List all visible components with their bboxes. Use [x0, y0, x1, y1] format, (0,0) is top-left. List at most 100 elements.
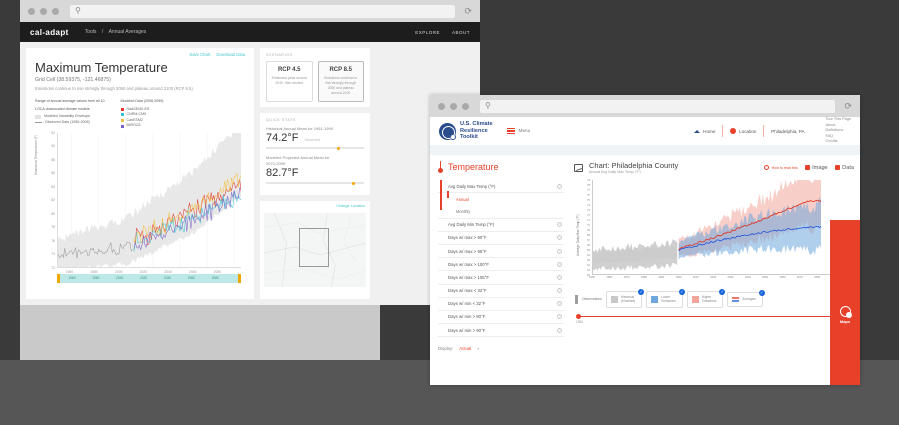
link-tour-this-page[interactable]: Tour This Page	[825, 117, 851, 122]
nav-location-button[interactable]: Location	[723, 128, 763, 134]
address-bar[interactable]: ⚲	[70, 4, 456, 18]
legend-chip[interactable]: Historical (Modeled) ✓	[605, 289, 645, 308]
variable-item[interactable]: Avg Daily Max Temp (°F)?	[438, 180, 564, 194]
variable-item[interactable]: Days w/ max < 32°F?	[438, 285, 564, 298]
window-close-button[interactable]	[28, 7, 35, 15]
variable-item[interactable]: Days w/ min > 80°F?	[438, 311, 564, 325]
link-credits[interactable]: Credits	[825, 139, 838, 144]
legend-swatch-icon	[610, 295, 618, 303]
help-icon[interactable]: ?	[557, 235, 562, 241]
legend-checkbox[interactable]: ✓	[638, 289, 645, 295]
display-value: Actual	[459, 346, 472, 352]
variable-label: Days w/ min > 80°F	[448, 314, 486, 320]
window-minimize-button[interactable]	[40, 7, 47, 15]
change-location-link[interactable]: Change Location	[336, 204, 365, 209]
reload-icon[interactable]: ⟳	[464, 5, 472, 16]
projected-mean-marker	[352, 181, 356, 185]
legend-checkbox[interactable]: ✓	[719, 289, 726, 295]
help-icon[interactable]: ?	[557, 274, 562, 280]
slider-handle-right[interactable]	[238, 273, 241, 283]
legend-envelope[interactable]: Modeled Variability Envelope	[35, 114, 105, 120]
breadcrumb-root[interactable]: Tools	[84, 29, 97, 35]
link-definitions[interactable]: Definitions	[825, 128, 844, 133]
range-knob-start[interactable]	[576, 313, 581, 319]
legend-observed[interactable]: Observed Data (1950-2005)	[35, 120, 105, 126]
menu-button[interactable]: Menu	[506, 126, 530, 135]
window-minimize-button[interactable]	[450, 102, 457, 110]
save-chart-link[interactable]: Save Chart	[189, 52, 211, 57]
variable-item[interactable]: Monthly	[438, 205, 564, 219]
nav-home-button[interactable]: Home	[687, 129, 722, 134]
y-tick: 90	[51, 144, 55, 149]
legend-checkbox[interactable]: ✓	[758, 289, 765, 296]
variable-item[interactable]: Annual	[438, 193, 564, 205]
utility-links: Tour This Page About Definitions FAQ Cre…	[826, 117, 851, 145]
scenario-rcp45-button[interactable]: RCP 4.5 Emissions peak around 2040, then…	[266, 61, 313, 103]
legend-model-cnrm[interactable]: CNRM-CM5	[120, 112, 164, 118]
help-icon[interactable]: ?	[557, 222, 562, 228]
legend-model-hadgem2[interactable]: HadGEM2-ES	[120, 107, 164, 113]
help-icon[interactable]: ?	[557, 248, 562, 254]
background-panel-top-right	[480, 0, 899, 100]
legend-chip[interactable]: Averages ✓	[727, 289, 765, 307]
crt-chart[interactable]: Average Daily Max Temp (°F) 60 61 62 63 64 65…	[574, 178, 854, 288]
toolkit-brand[interactable]: U.S. Climate Resilience Toolkit	[460, 121, 493, 142]
help-icon[interactable]: ?	[557, 288, 562, 294]
crt-window: ⚲ ⟳ U.S. Climate Resilience Toolkit Menu…	[430, 95, 860, 385]
caret-up-icon	[694, 129, 701, 133]
legend-swatch-icon	[732, 296, 740, 303]
help-icon[interactable]: ?	[557, 183, 562, 189]
reload-icon[interactable]: ⟳	[844, 100, 852, 111]
slider-handle-left[interactable]	[57, 273, 60, 283]
link-faq[interactable]: FAQ	[825, 133, 834, 138]
help-icon[interactable]: ?	[557, 261, 562, 267]
link-about[interactable]: About	[825, 122, 836, 127]
variable-item[interactable]: Days w/ max > 95°F?	[438, 245, 564, 259]
maps-tab-button[interactable]: Maps	[830, 220, 860, 385]
historical-mean-label: Historical Annual Mean for 1961-1990	[266, 126, 333, 132]
help-icon[interactable]: ?	[557, 314, 562, 320]
data-export-button[interactable]: Data	[834, 165, 854, 171]
x-tick: 1950	[589, 276, 595, 279]
variable-item[interactable]: Days w/ max > 100°F?	[438, 258, 564, 272]
window-maximize-button[interactable]	[462, 102, 469, 110]
image-export-button[interactable]: Image	[804, 165, 828, 171]
chart-time-slider[interactable]: 1960 1980 2000 2020 2040 2060 2080	[57, 273, 241, 283]
legend-model-miroc5[interactable]: MIROC5	[120, 123, 164, 129]
year-range-slider[interactable]: 1950 2100	[574, 313, 854, 326]
current-location-value[interactable]: Philadelphia, PA	[771, 128, 805, 134]
window-close-button[interactable]	[438, 102, 445, 110]
scenario-rcp85-button[interactable]: RCP 8.5 Emissions continue to rise stron…	[317, 61, 364, 103]
variable-item[interactable]: Days w/ max > 105°F?	[438, 271, 564, 285]
caladapt-logo[interactable]: cal-adapt	[30, 27, 69, 37]
help-icon[interactable]: ?	[557, 327, 562, 333]
location-map[interactable]	[264, 213, 366, 288]
legend-observations[interactable]: Observations	[574, 294, 602, 304]
how-to-read-button[interactable]: How to read this	[764, 165, 798, 170]
caladapt-window: ⚲ ⟳ cal-adapt Tools / Annual Averages EX…	[20, 0, 480, 305]
address-bar[interactable]: ⚲	[480, 99, 836, 113]
nav-link-explore[interactable]: EXPLORE	[415, 29, 440, 35]
y-tick: 76	[51, 238, 55, 243]
display-control[interactable]: Display: Actual ▾	[438, 346, 564, 351]
x-tick: 1990	[658, 276, 665, 279]
nav-link-about[interactable]: ABOUT	[451, 29, 470, 35]
variable-item[interactable]: Days w/ max > 90°F?	[438, 232, 564, 245]
variable-item[interactable]: Days w/ min > 90°F?	[438, 324, 564, 338]
scenario-rcp45-label: RCP 4.5	[277, 67, 301, 73]
help-icon[interactable]: ?	[557, 301, 562, 307]
caladapt-body: Save Chart Download Data Maximum Tempera…	[20, 42, 480, 305]
variable-item[interactable]: Days w/ min < 32°F?	[438, 298, 564, 311]
map-selection-box[interactable]	[298, 228, 330, 267]
legend-model-canesm2[interactable]: CanESM2	[120, 118, 164, 124]
temperature-chart[interactable]: Maximum Temperature (F) 72 74 76 78 80 82 84 86…	[34, 131, 245, 283]
slider-tick: 1980	[92, 275, 100, 280]
variable-item[interactable]: Avg Daily Min Temp (°F)?	[438, 219, 564, 232]
download-data-link[interactable]: Download Data	[216, 52, 245, 57]
y-tick: 61	[587, 268, 590, 272]
legend-chip[interactable]: Higher Emissions ✓	[686, 289, 726, 308]
legend-checkbox[interactable]: ✓	[678, 289, 685, 295]
variability-envelope	[58, 132, 241, 267]
window-maximize-button[interactable]	[52, 7, 59, 15]
legend-chip[interactable]: Lower Emissions ✓	[646, 289, 685, 308]
